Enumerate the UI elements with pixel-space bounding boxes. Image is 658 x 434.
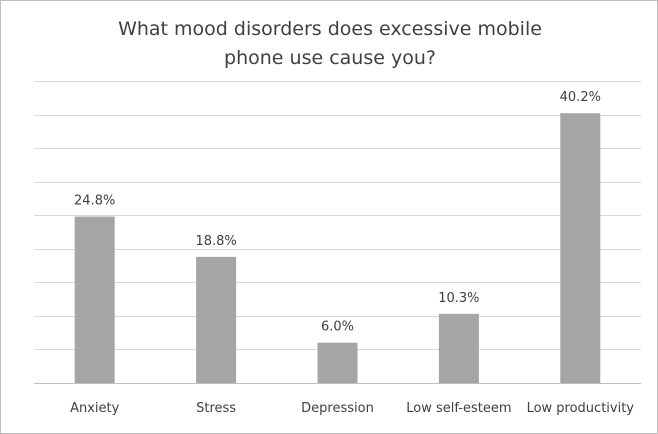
x-tick-label: Low productivity bbox=[527, 401, 635, 416]
data-label: 10.3% bbox=[438, 291, 479, 306]
bar bbox=[560, 113, 601, 384]
data-label: 18.8% bbox=[195, 234, 236, 249]
x-tick-label: Anxiety bbox=[70, 401, 120, 416]
x-tick-label: Stress bbox=[196, 401, 236, 416]
x-tick-label: Low self-esteem bbox=[406, 401, 511, 416]
data-label: 24.8% bbox=[74, 194, 115, 209]
data-label: 40.2% bbox=[560, 90, 601, 105]
x-tick-label: Depression bbox=[301, 401, 374, 416]
bar bbox=[74, 216, 115, 383]
chart-title: What mood disorders does excessive mobil… bbox=[118, 18, 542, 69]
bar bbox=[196, 256, 237, 383]
data-label: 6.0% bbox=[321, 320, 354, 335]
bar bbox=[438, 313, 479, 383]
bar bbox=[317, 342, 358, 383]
